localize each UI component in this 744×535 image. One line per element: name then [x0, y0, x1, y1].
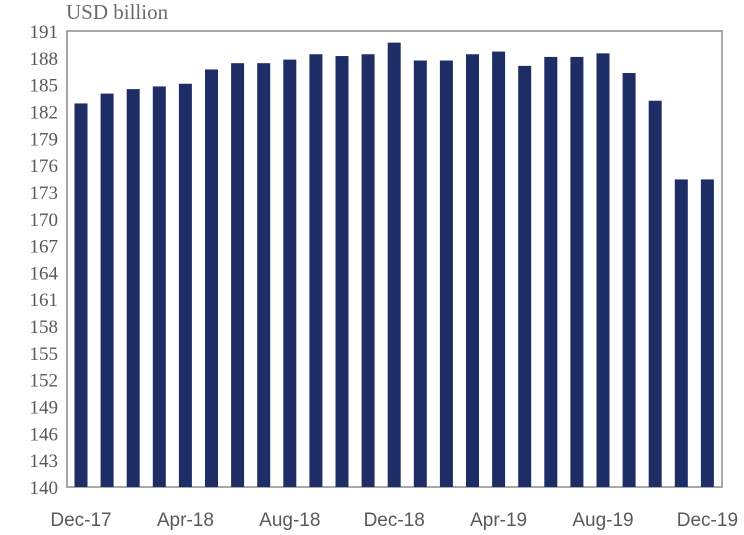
- y-tick-label: 149: [30, 398, 59, 419]
- y-tick-label: 167: [30, 237, 59, 258]
- y-tick-label: 176: [30, 156, 59, 177]
- bar-Feb-19: [439, 60, 453, 487]
- bar-Aug-18: [283, 59, 297, 488]
- y-tick-label: 146: [30, 424, 59, 445]
- bar-Apr-19: [492, 51, 506, 488]
- y-tick-label: 179: [30, 129, 59, 150]
- y-tick-label: 140: [30, 478, 59, 499]
- bar-Dec-18: [387, 42, 401, 487]
- bar-Jan-19: [413, 60, 427, 487]
- y-tick-label: 152: [30, 371, 59, 392]
- y-tick-label: 155: [30, 344, 59, 365]
- bar-Mar-19: [466, 54, 479, 487]
- y-tick-label: 188: [30, 49, 59, 70]
- y-tick-label: 158: [30, 317, 59, 338]
- bar-Jun-18: [231, 63, 245, 488]
- x-tick-label: Aug-19: [572, 510, 633, 531]
- y-tick-label: 143: [30, 451, 59, 472]
- bar-Dec-19: [700, 179, 714, 487]
- y-tick-label: 182: [30, 102, 59, 123]
- bar-Sep-19: [622, 73, 636, 487]
- y-tick-label: 164: [30, 263, 59, 284]
- y-tick-label: 191: [30, 22, 59, 43]
- bar-May-18: [205, 69, 218, 488]
- bar-Oct-18: [335, 56, 349, 488]
- x-tick-label: Dec-19: [677, 510, 738, 531]
- bar-Aug-19: [596, 53, 610, 488]
- x-tick-label: Aug-18: [259, 510, 320, 531]
- x-tick-label: Apr-19: [470, 510, 527, 531]
- bar-Jan-18: [100, 93, 114, 488]
- bar-Sep-18: [309, 54, 323, 487]
- y-tick-label: 170: [30, 210, 59, 231]
- bar-Feb-18: [126, 89, 140, 487]
- bar-Jul-18: [257, 63, 271, 488]
- y-tick-label: 161: [30, 290, 59, 311]
- bar-May-19: [518, 65, 532, 487]
- x-tick-label: Dec-17: [50, 510, 111, 531]
- y-tick-label: 185: [30, 76, 59, 97]
- y-tick-label: 173: [30, 183, 59, 204]
- x-tick-label: Dec-18: [364, 510, 425, 531]
- y-axis-unit-label: USD billion: [66, 0, 169, 24]
- bar-Dec-17: [74, 103, 88, 488]
- bar-Apr-18: [178, 83, 192, 488]
- bar-Nov-19: [674, 179, 688, 487]
- bar-Nov-18: [361, 54, 375, 487]
- bar-Oct-19: [648, 100, 662, 487]
- bar-Mar-18: [152, 86, 166, 487]
- bar-Jul-19: [570, 56, 584, 487]
- bar-Jun-19: [544, 56, 558, 487]
- x-tick-label: Apr-18: [157, 510, 214, 531]
